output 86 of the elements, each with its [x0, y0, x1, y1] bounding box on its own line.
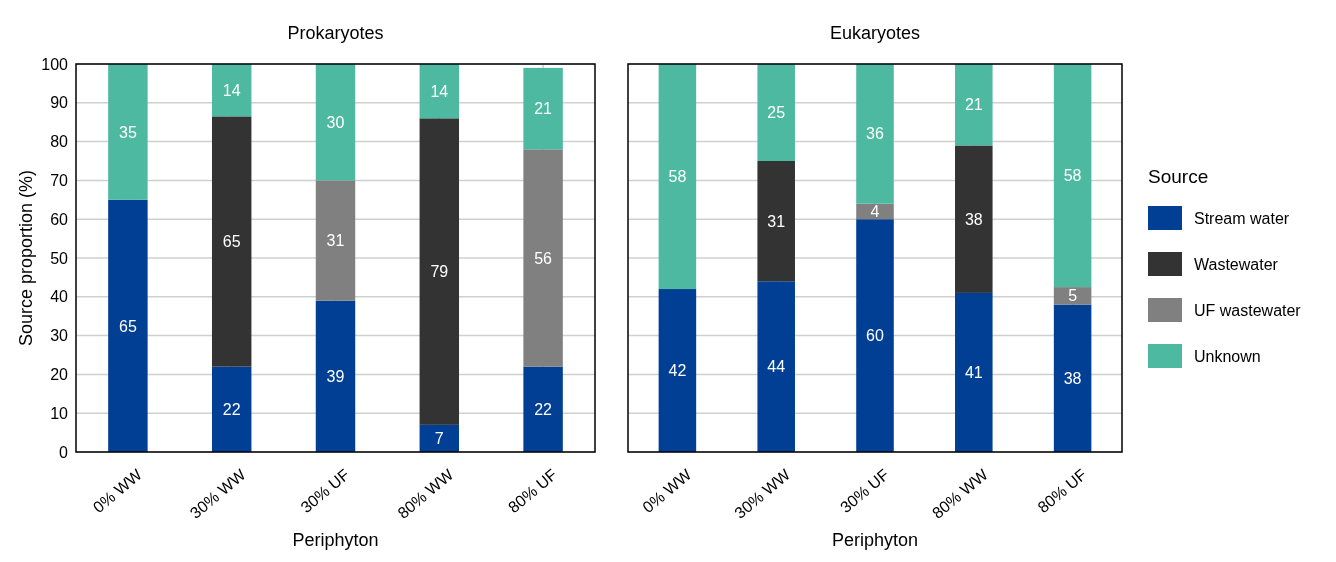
bar: [1053, 64, 1092, 288]
bar: [315, 300, 356, 452]
bar: [757, 281, 795, 452]
bar: [658, 64, 697, 290]
y-axis-title: Source proportion (%): [16, 169, 36, 347]
y-tick-label: 60: [50, 210, 69, 228]
y-tick-label: 70: [50, 172, 69, 189]
bar: [523, 366, 563, 452]
data-label: 21: [534, 100, 553, 118]
data-label: 65: [222, 233, 241, 251]
x-tick-label: 80% UF: [1034, 465, 1090, 517]
data-label: 7: [434, 430, 444, 448]
bar: [211, 116, 252, 367]
data-label: 22: [222, 400, 241, 418]
data-label: 4: [870, 203, 880, 221]
data-label: 44: [767, 358, 786, 376]
bar: [955, 64, 993, 146]
bar: [523, 67, 563, 150]
x-tick-label: 80% WW: [394, 465, 458, 522]
data-label: 5: [1068, 287, 1078, 305]
bar: [757, 64, 795, 161]
y-tick-label: 10: [50, 404, 69, 422]
bar: [523, 149, 563, 367]
x-tick-label: 30% UF: [836, 465, 893, 517]
bar: [211, 64, 252, 117]
x-tick-label: 30% UF: [297, 465, 353, 517]
x-tick-label: 80% UF: [505, 465, 561, 517]
data-label: 14: [222, 81, 241, 99]
legend-label: Unknown: [1194, 347, 1261, 365]
data-label: 38: [964, 210, 983, 228]
x-tick-label: 0% WW: [89, 465, 146, 517]
y-tick-label: 30: [50, 327, 69, 345]
bar: [108, 64, 148, 200]
x-axis-title: Periphyton: [831, 530, 919, 550]
y-tick-label: 40: [50, 288, 69, 306]
bar: [419, 424, 460, 452]
y-tick-label: 80: [50, 133, 69, 151]
bar: [315, 64, 356, 181]
data-label: 31: [326, 232, 345, 250]
y-tick-label: 90: [50, 94, 69, 112]
x-tick-label: 30% WW: [186, 465, 250, 522]
bar: [757, 161, 795, 282]
bar: [211, 366, 252, 452]
data-label: 39: [326, 367, 345, 385]
data-label: 38: [1063, 369, 1082, 387]
legend-label: Wastewater: [1194, 255, 1279, 273]
chart-title: Prokaryotes: [287, 23, 384, 43]
y-tick-label: 100: [41, 55, 69, 73]
data-label: 60: [866, 327, 884, 345]
legend-title: Source: [1148, 165, 1209, 187]
data-label: 79: [430, 263, 449, 281]
data-label: 21: [964, 96, 983, 114]
x-tick-label: 30% WW: [731, 465, 795, 522]
data-label: 56: [534, 249, 553, 267]
bar: [955, 292, 993, 452]
x-axis-title: Periphyton: [292, 530, 379, 550]
bar: [856, 64, 894, 204]
bar: [419, 118, 460, 425]
data-label: 41: [964, 364, 983, 382]
data-label: 14: [430, 82, 449, 100]
legend-label: Stream water: [1194, 209, 1290, 227]
data-label: 42: [668, 362, 687, 380]
data-label: 31: [767, 212, 786, 230]
data-label: 25: [767, 104, 786, 122]
legend-label: UF wastewater: [1194, 301, 1302, 319]
y-tick-label: 0: [59, 443, 69, 461]
bar: [315, 180, 356, 301]
x-tick-label: 80% WW: [928, 465, 992, 522]
data-label: 58: [668, 168, 687, 186]
bar: [955, 145, 993, 293]
data-label: 58: [1063, 167, 1082, 185]
data-label: 65: [119, 317, 137, 335]
data-label: 35: [119, 123, 137, 141]
data-label: 22: [534, 400, 553, 418]
data-label: 36: [866, 125, 884, 143]
y-tick-label: 20: [50, 366, 69, 383]
bar: [1053, 304, 1092, 452]
bar: [108, 199, 148, 452]
bar: [419, 64, 460, 119]
bar: [658, 289, 697, 452]
bar: [856, 219, 894, 452]
data-label: 30: [326, 113, 345, 131]
x-tick-label: 0% WW: [639, 465, 696, 517]
y-tick-label: 50: [50, 249, 69, 267]
chart-title: Eukaryotes: [829, 23, 921, 43]
bar: [1053, 287, 1092, 305]
